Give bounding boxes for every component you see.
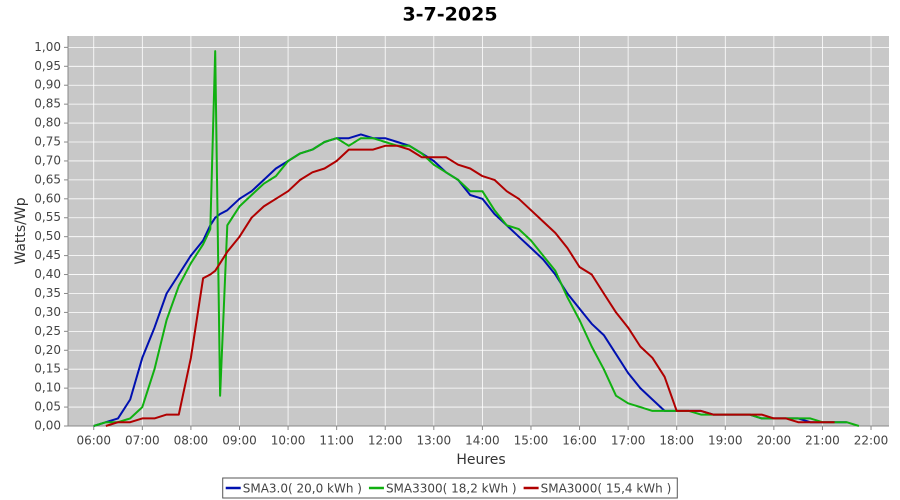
y-tick-label: 0,95 — [34, 59, 61, 73]
y-tick-label: 0,05 — [34, 400, 61, 414]
x-tick-label: 06:00 — [76, 434, 111, 448]
chart-title: 3-7-2025 — [402, 4, 497, 26]
series-line — [105, 144, 835, 427]
y-tick-label: 0,85 — [34, 97, 61, 111]
y-tick-label: 0,60 — [34, 191, 61, 205]
legend-label: SMA3000( 15,4 kWh ) — [541, 482, 672, 496]
y-tick-label: 0,90 — [34, 78, 61, 92]
x-axis-title: Heures — [456, 452, 505, 468]
x-tick-label: 20:00 — [757, 434, 792, 448]
y-tick-label: 0,15 — [34, 362, 61, 376]
y-tick-label: 0,25 — [34, 324, 61, 338]
x-tick-label: 18:00 — [659, 434, 694, 448]
y-tick-label: 0,70 — [34, 153, 61, 167]
legend: SMA3.0( 20,0 kWh ) SMA3300( 18,2 kWh ) SMA… — [222, 477, 678, 499]
x-tick-label: 13:00 — [417, 434, 452, 448]
y-axis-title: Watts/Wp — [13, 197, 29, 264]
legend-label: SMA3.0( 20,0 kWh ) — [243, 482, 362, 496]
x-tick-label: 21:00 — [805, 434, 840, 448]
x-tick-label: 17:00 — [611, 434, 646, 448]
y-tick-label: 0,50 — [34, 229, 61, 243]
x-tick-label: 07:00 — [125, 434, 160, 448]
x-tick-label: 15:00 — [514, 434, 549, 448]
y-tick-label: 0,30 — [34, 305, 61, 319]
x-tick-label: 11:00 — [319, 434, 354, 448]
x-tick-label: 19:00 — [708, 434, 743, 448]
x-tick-label: 10:00 — [271, 434, 306, 448]
y-tick-label: 0,40 — [34, 267, 61, 281]
x-tick-label: 12:00 — [368, 434, 403, 448]
y-tick-label: 0,35 — [34, 286, 61, 300]
plot-area — [68, 36, 889, 426]
x-tick-label: 16:00 — [562, 434, 597, 448]
x-tick-label: 08:00 — [174, 434, 209, 448]
y-tick-label: 0,20 — [34, 343, 61, 357]
x-tick-label: 22:00 — [854, 434, 889, 448]
legend-box — [222, 477, 678, 499]
y-tick-label: 1,00 — [34, 40, 61, 54]
x-tick-label: 09:00 — [222, 434, 257, 448]
y-tick-label: 0,00 — [34, 419, 61, 433]
y-tick-label: 0,10 — [34, 381, 61, 395]
y-tick-label: 0,75 — [34, 135, 61, 149]
y-tick-label: 0,45 — [34, 248, 61, 262]
legend-label: SMA3300( 18,2 kWh ) — [386, 482, 517, 496]
y-tick-label: 0,55 — [34, 210, 61, 224]
y-tick-label: 0,65 — [34, 172, 61, 186]
y-tick-label: 0,80 — [34, 116, 61, 130]
x-tick-label: 14:00 — [465, 434, 500, 448]
